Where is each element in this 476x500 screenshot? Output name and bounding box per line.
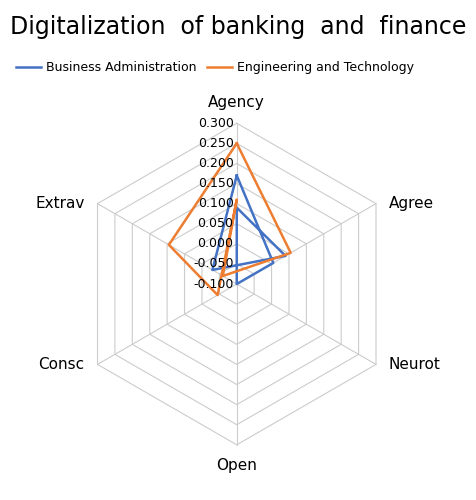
Text: 0.200: 0.200 (198, 157, 234, 170)
Text: Open: Open (216, 458, 257, 472)
Text: 0.050: 0.050 (198, 217, 234, 230)
Text: 0.150: 0.150 (198, 177, 234, 190)
Text: -0.100: -0.100 (193, 278, 234, 290)
Text: Agree: Agree (389, 196, 434, 211)
Text: 0.300: 0.300 (198, 116, 234, 130)
Text: Consc: Consc (39, 357, 85, 372)
Text: 0.250: 0.250 (198, 137, 234, 150)
Text: Extrav: Extrav (35, 196, 85, 211)
Legend: Business Administration, Engineering and Technology: Business Administration, Engineering and… (11, 56, 418, 79)
Text: -0.050: -0.050 (193, 258, 234, 270)
Text: 0.000: 0.000 (198, 238, 234, 250)
Text: Agency: Agency (208, 96, 265, 110)
Text: 0.100: 0.100 (198, 197, 234, 210)
Text: Digitalization  of banking  and  finance: Digitalization of banking and finance (10, 15, 466, 39)
Text: Neurot: Neurot (389, 357, 441, 372)
